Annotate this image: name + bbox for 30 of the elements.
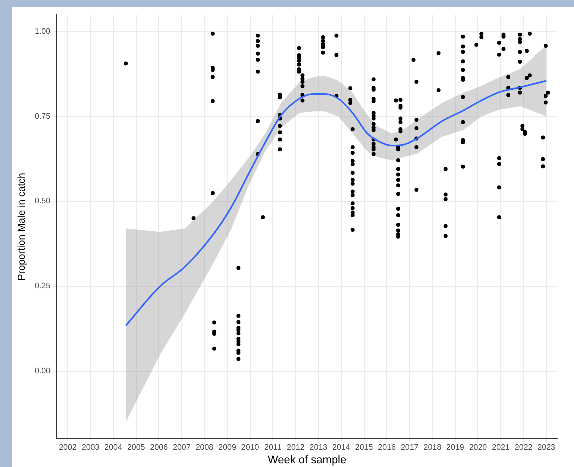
- x-tick-label: 2004: [104, 443, 123, 452]
- x-tick-label: 2016: [378, 443, 397, 452]
- y-tick-label: 0.25: [34, 282, 52, 291]
- x-tick-label: 2013: [310, 443, 328, 452]
- x-tick-label: 2022: [514, 443, 534, 452]
- x-tick-label: 2006: [150, 443, 169, 452]
- y-tick-label: 1.00: [34, 26, 52, 36]
- x-tick-label: 2005: [127, 443, 146, 452]
- y-axis-title: Proportion Male in catch: [16, 173, 28, 281]
- x-tick-label: 2008: [196, 443, 214, 452]
- x-tick-label: 2020: [469, 443, 488, 452]
- x-tick-label: 2014: [332, 443, 351, 452]
- x-tick-label: 2012: [286, 443, 306, 452]
- x-tick-label: 2009: [218, 443, 237, 452]
- x-tick-label: 2023: [538, 443, 556, 452]
- x-tick-label: 2010: [241, 443, 260, 452]
- line-series: [125, 80, 548, 327]
- x-tick-label: 2017: [400, 443, 420, 452]
- x-tick-label: 2003: [82, 443, 100, 452]
- x-tick-label: 2007: [173, 443, 192, 452]
- y-tick-label: 0.00: [34, 366, 52, 376]
- x-tick-label: 2015: [355, 443, 374, 452]
- y-tick-label: 0.50: [34, 196, 52, 206]
- x-tick-label: 2018: [424, 443, 442, 452]
- y-tick-label: 0.75: [34, 112, 52, 121]
- x-tick-label: 2002: [59, 443, 78, 452]
- x-tick-label: 2021: [492, 443, 510, 452]
- x-tick-label: 2019: [446, 443, 465, 452]
- x-tick-label: 2011: [264, 443, 282, 452]
- x-axis-title: Week of sample: [268, 454, 347, 466]
